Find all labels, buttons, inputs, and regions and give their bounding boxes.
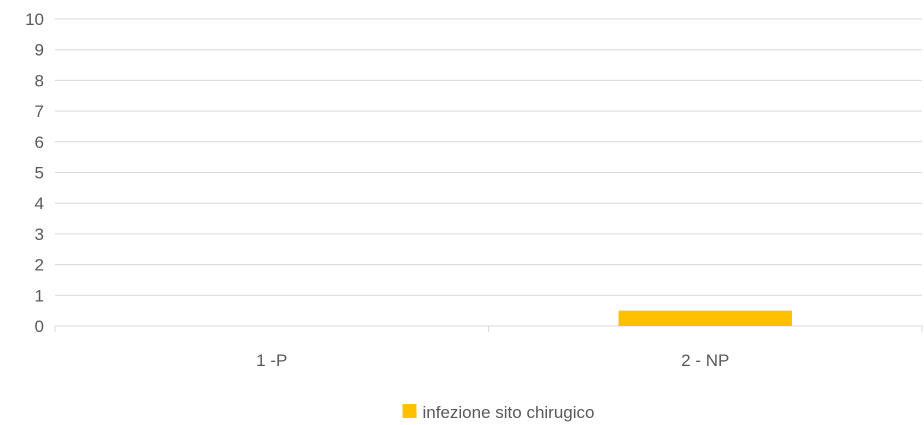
y-tick-label: 3 <box>35 225 44 244</box>
legend: infezione sito chirugico <box>402 403 595 422</box>
y-tick-label: 6 <box>35 133 44 152</box>
bars <box>618 310 792 326</box>
y-tick-label: 8 <box>35 71 44 90</box>
x-axis-tick-labels: 1 -P 2 - NP <box>256 351 729 370</box>
y-tick-label: 9 <box>35 41 44 60</box>
y-tick-label: 2 <box>35 256 44 275</box>
y-tick-label: 5 <box>35 164 44 183</box>
grid-lines <box>55 18 922 296</box>
x-tick-label: 1 -P <box>256 351 287 370</box>
y-tick-label: 7 <box>35 102 44 121</box>
legend-swatch <box>402 404 417 418</box>
legend-label: infezione sito chirugico <box>423 403 595 422</box>
y-tick-label: 1 <box>35 286 44 305</box>
x-tick-label: 2 - NP <box>681 351 729 370</box>
y-tick-label: 10 <box>25 10 44 29</box>
y-axis-tick-labels: 0 1 2 3 4 5 6 7 8 9 10 <box>25 10 44 336</box>
y-tick-label: 0 <box>35 317 44 336</box>
x-axis <box>54 325 923 332</box>
bar-2 <box>618 310 792 326</box>
y-tick-label: 4 <box>35 194 44 213</box>
